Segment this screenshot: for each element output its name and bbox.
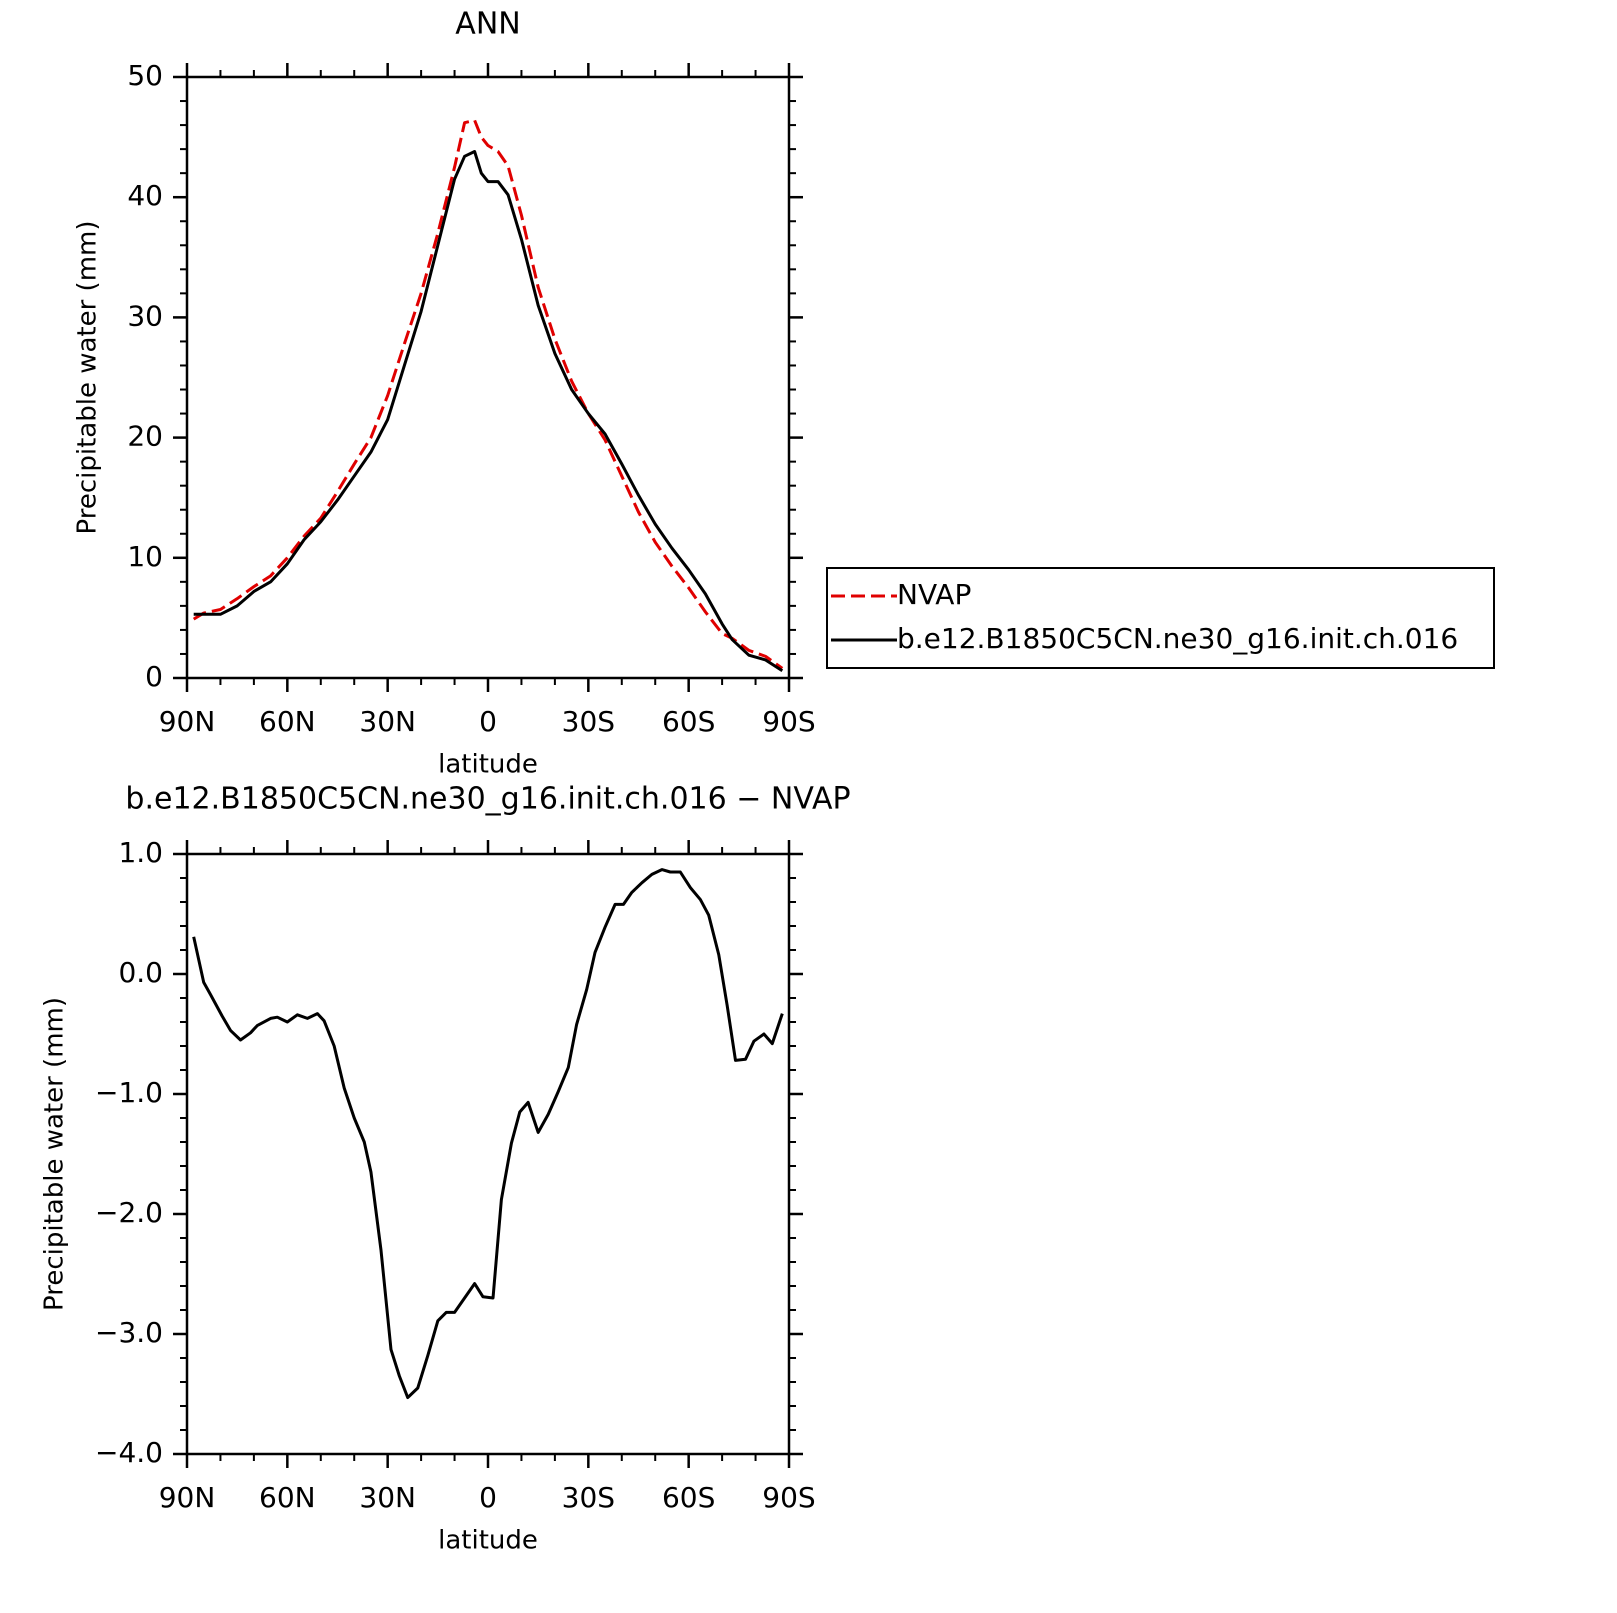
legend-box bbox=[826, 567, 1495, 669]
x-tick-label: 30S bbox=[562, 1481, 615, 1514]
x-tick-label: 60N bbox=[259, 705, 316, 738]
y-tick-label: −1.0 bbox=[95, 1076, 163, 1109]
y-tick-label: 0.0 bbox=[118, 956, 163, 989]
x-tick-label: 0 bbox=[479, 705, 497, 738]
y-tick-label: 20 bbox=[127, 420, 163, 453]
x-tick-label: 90S bbox=[762, 1481, 815, 1514]
y-tick-label: 30 bbox=[127, 299, 163, 332]
chart-title: b.e12.B1850C5CN.ne30_g16.init.ch.016 − N… bbox=[125, 782, 850, 817]
legend-label: NVAP bbox=[897, 578, 971, 611]
x-tick-label: 60S bbox=[662, 705, 715, 738]
y-tick-label: 50 bbox=[127, 59, 163, 92]
y-tick-label: −2.0 bbox=[95, 1196, 163, 1229]
x-tick-label: 90S bbox=[762, 705, 815, 738]
y-tick-label: 1.0 bbox=[118, 836, 163, 869]
x-tick-label: 60S bbox=[662, 1481, 715, 1514]
data-line bbox=[193, 150, 784, 673]
x-axis-label: latitude bbox=[438, 750, 538, 780]
x-tick-label: 90N bbox=[159, 1481, 216, 1514]
plot-frame bbox=[185, 852, 791, 1456]
x-tick-label: 30N bbox=[359, 705, 416, 738]
data-line bbox=[192, 868, 784, 1400]
plot-frame bbox=[185, 75, 791, 680]
y-tick-label: −4.0 bbox=[95, 1436, 163, 1469]
y-tick-label: −3.0 bbox=[95, 1316, 163, 1349]
y-tick-label: 10 bbox=[127, 540, 163, 573]
y-axis-label: Precipitable water (mm) bbox=[40, 997, 70, 1311]
y-axis-label: Precipitable water (mm) bbox=[73, 221, 103, 535]
x-tick-label: 30S bbox=[562, 705, 615, 738]
chart-title: ANN bbox=[455, 7, 520, 42]
x-axis-label: latitude bbox=[438, 1526, 538, 1556]
x-tick-label: 30N bbox=[359, 1481, 416, 1514]
y-tick-label: 0 bbox=[145, 660, 163, 693]
x-tick-label: 60N bbox=[259, 1481, 316, 1514]
legend-label: b.e12.B1850C5CN.ne30_g16.init.ch.016 bbox=[897, 622, 1458, 655]
x-tick-label: 90N bbox=[159, 705, 216, 738]
data-line bbox=[192, 118, 784, 670]
y-tick-label: 40 bbox=[127, 179, 163, 212]
x-tick-label: 0 bbox=[479, 1481, 497, 1514]
